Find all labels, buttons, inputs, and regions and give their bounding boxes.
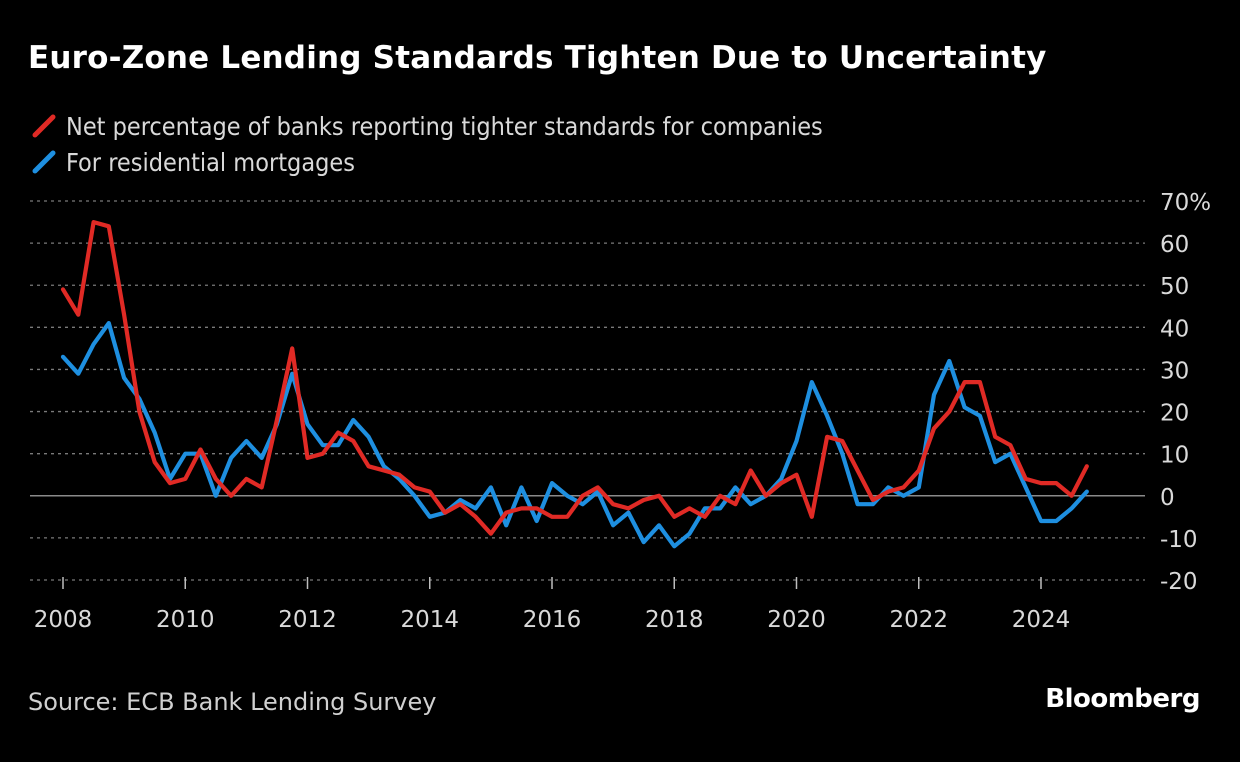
x-tick-label: 2022 xyxy=(889,607,948,633)
x-tick-label: 2014 xyxy=(400,607,459,633)
x-tick-label: 2012 xyxy=(278,607,337,633)
x-tick-label: 2024 xyxy=(1012,607,1071,633)
y-tick-label: -10 xyxy=(1160,527,1198,553)
y-tick-label: 20 xyxy=(1160,401,1189,427)
source-note: Source: ECB Bank Lending Survey xyxy=(28,688,437,716)
legend-label-mortgages: For residential mortgages xyxy=(66,147,355,177)
y-tick-label: 40 xyxy=(1160,316,1189,342)
series-line-companies xyxy=(60,220,1089,536)
x-tick-label: 2016 xyxy=(523,607,582,633)
x-tick-label: 2020 xyxy=(767,607,826,633)
y-tick-label: 30 xyxy=(1160,358,1189,384)
x-tick-label: 2010 xyxy=(156,607,215,633)
y-tick-label: -20 xyxy=(1160,569,1198,595)
y-tick-label: 60 xyxy=(1160,232,1189,258)
y-tick-label: 50 xyxy=(1160,274,1189,300)
x-tick-label: 2008 xyxy=(34,607,93,633)
chart-title: Euro-Zone Lending Standards Tighten Due … xyxy=(28,40,1047,76)
legend-item-companies: Net percentage of banks reporting tighte… xyxy=(30,108,823,144)
series-line-mortgages xyxy=(60,321,1089,549)
y-tick-label: 0 xyxy=(1160,485,1175,511)
legend-swatch-blue xyxy=(32,150,56,174)
legend: Net percentage of banks reporting tighte… xyxy=(30,108,823,180)
legend-item-mortgages: For residential mortgages xyxy=(30,144,823,180)
bloomberg-logo: Bloomberg xyxy=(1045,684,1200,714)
legend-label-companies: Net percentage of banks reporting tighte… xyxy=(66,111,823,141)
legend-swatch-red xyxy=(32,114,56,138)
y-tick-label: 70% xyxy=(1160,190,1211,216)
y-tick-label: 10 xyxy=(1160,443,1189,469)
x-tick-label: 2018 xyxy=(645,607,704,633)
